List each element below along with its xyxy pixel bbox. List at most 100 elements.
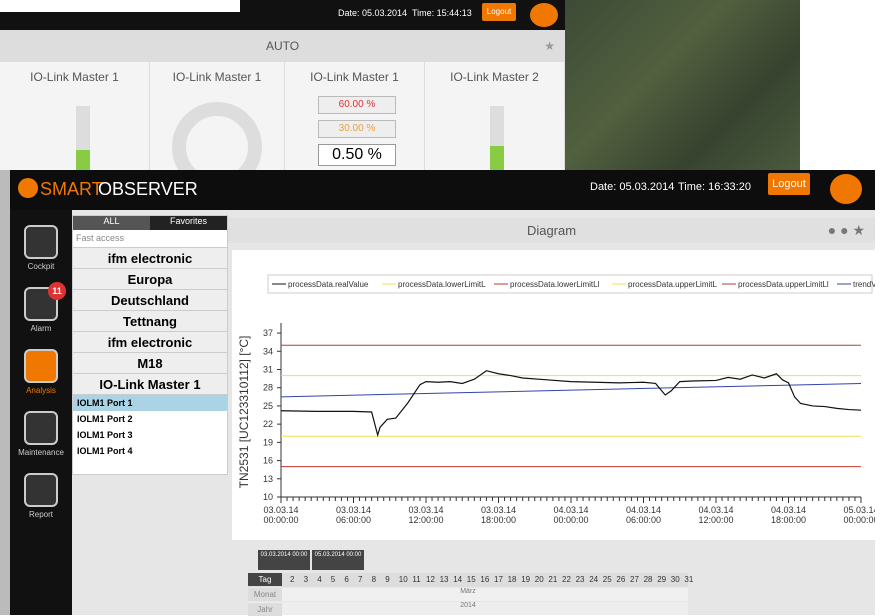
page: Date: 05.03.2014 Time: 15:44:13 Logout A…: [0, 0, 882, 615]
scale-tab[interactable]: Monat: [248, 588, 282, 601]
brand-accent: SMART: [40, 179, 103, 200]
y-tick-label: 13: [263, 474, 273, 484]
day[interactable]: 13: [440, 575, 449, 584]
tree-port[interactable]: IOLM1 Port 1: [73, 395, 227, 411]
day[interactable]: 31: [684, 575, 693, 584]
nav-item[interactable]: Analysis: [10, 349, 72, 395]
x-tick-label: 03.03.1406:00:00: [336, 505, 371, 525]
end-marker[interactable]: 05.03.2014 00:00: [312, 550, 364, 570]
y-axis-label: TN2531 [UC123310112] [°C]: [237, 336, 251, 489]
toolbar[interactable]: ● ● ★: [828, 218, 865, 243]
back-time: Time: 15:44:13: [412, 8, 472, 18]
day[interactable]: 28: [644, 575, 653, 584]
start-marker[interactable]: 03.03.2014 00:00: [258, 550, 310, 570]
day[interactable]: 23: [576, 575, 585, 584]
x-tick-label: 05.03.1400:00:00: [843, 505, 875, 525]
day[interactable]: 4: [317, 575, 321, 584]
year: 2014: [460, 602, 476, 609]
scale-tab[interactable]: Tag: [248, 573, 282, 586]
day[interactable]: 14: [453, 575, 462, 584]
day[interactable]: 8: [372, 575, 376, 584]
day[interactable]: 21: [548, 575, 557, 584]
tree-node[interactable]: Deutschland: [73, 290, 227, 311]
day[interactable]: 3: [304, 575, 308, 584]
blank: [0, 0, 240, 12]
time: Time: 16:33:20: [678, 181, 751, 193]
tree-node[interactable]: Tettnang: [73, 311, 227, 332]
day[interactable]: 7: [358, 575, 362, 584]
y-tick-label: 25: [263, 401, 273, 411]
day[interactable]: 6: [344, 575, 348, 584]
legend-label: processData.lowerLimitLl: [510, 280, 600, 289]
legend-label: trendValue: [853, 280, 875, 289]
nav-icon: [24, 225, 58, 259]
tree-node[interactable]: M18: [73, 353, 227, 374]
brand: OBSERVER: [98, 179, 198, 200]
tree-node[interactable]: IO-Link Master 1: [73, 374, 227, 395]
day[interactable]: 15: [467, 575, 476, 584]
day[interactable]: 10: [399, 575, 408, 584]
y-tick-label: 34: [263, 346, 273, 356]
day[interactable]: 30: [671, 575, 680, 584]
nav-item[interactable]: Cockpit: [10, 225, 72, 271]
nav-item[interactable]: Maintenance: [10, 411, 72, 457]
scale-tab[interactable]: Jahr: [248, 603, 282, 616]
star[interactable]: ★: [544, 30, 555, 62]
y-tick-label: 10: [263, 492, 273, 502]
back-logout[interactable]: Logout: [482, 3, 516, 21]
day[interactable]: 17: [494, 575, 503, 584]
search[interactable]: Fast access: [73, 230, 227, 248]
tab[interactable]: Favorites: [150, 216, 227, 230]
nav-item[interactable]: Report: [10, 473, 72, 519]
logout[interactable]: Logout: [768, 173, 810, 195]
day[interactable]: 20: [535, 575, 544, 584]
day[interactable]: 19: [521, 575, 530, 584]
day[interactable]: 24: [589, 575, 598, 584]
gauge: [76, 106, 90, 170]
tree-node[interactable]: ifm electronic: [73, 332, 227, 353]
day[interactable]: 29: [657, 575, 666, 584]
map: [565, 0, 800, 170]
date: Date: 05.03.2014: [590, 181, 674, 193]
day[interactable]: 16: [480, 575, 489, 584]
back-body: IO-Link Master 1 IO-Link Master 1 IO-Lin…: [0, 62, 565, 170]
day[interactable]: 11: [412, 575, 420, 584]
sidebar: CockpitAlarmAnalysisMaintenanceReport11: [10, 210, 72, 615]
day[interactable]: 27: [630, 575, 639, 584]
tree-port[interactable]: IOLM1 Port 4: [73, 443, 227, 459]
legend-label: processData.lowerLimitL: [398, 280, 486, 289]
day[interactable]: 18: [508, 575, 517, 584]
day[interactable]: 22: [562, 575, 571, 584]
tree-node[interactable]: ifm electronic: [73, 248, 227, 269]
day[interactable]: 26: [616, 575, 625, 584]
y-tick-label: 31: [263, 365, 273, 375]
tab[interactable]: ALL: [73, 216, 150, 230]
y-tick-label: 16: [263, 456, 273, 466]
diagram-title: Diagram: [527, 223, 576, 238]
alarm-badge: 11: [48, 282, 66, 300]
tree-port[interactable]: IOLM1 Port 2: [73, 411, 227, 427]
mode: AUTO: [266, 39, 299, 53]
day[interactable]: 5: [331, 575, 335, 584]
nav-label: Analysis: [10, 386, 72, 395]
day[interactable]: 25: [603, 575, 612, 584]
tree-node[interactable]: Europa: [73, 269, 227, 290]
day[interactable]: 12: [426, 575, 435, 584]
header: SMART OBSERVER Date: 05.03.2014 Time: 16…: [10, 170, 875, 210]
tree-port[interactable]: IOLM1 Port 3: [73, 427, 227, 443]
day[interactable]: 2: [290, 575, 294, 584]
y-tick-label: 19: [263, 437, 273, 447]
x-tick-label: 04.03.1400:00:00: [553, 505, 588, 525]
diagram-bar: Diagram ● ● ★: [228, 218, 875, 243]
mode-bar: AUTO ★: [0, 30, 565, 62]
logo: [530, 3, 558, 27]
gauge: [490, 106, 504, 170]
legend-label: processData.upperLimitL: [628, 280, 717, 289]
x-tick-label: 03.03.1412:00:00: [408, 505, 443, 525]
readout: 30.00 %: [318, 120, 396, 138]
day[interactable]: 9: [385, 575, 389, 584]
legend-label: processData.upperLimitLl: [738, 280, 829, 289]
